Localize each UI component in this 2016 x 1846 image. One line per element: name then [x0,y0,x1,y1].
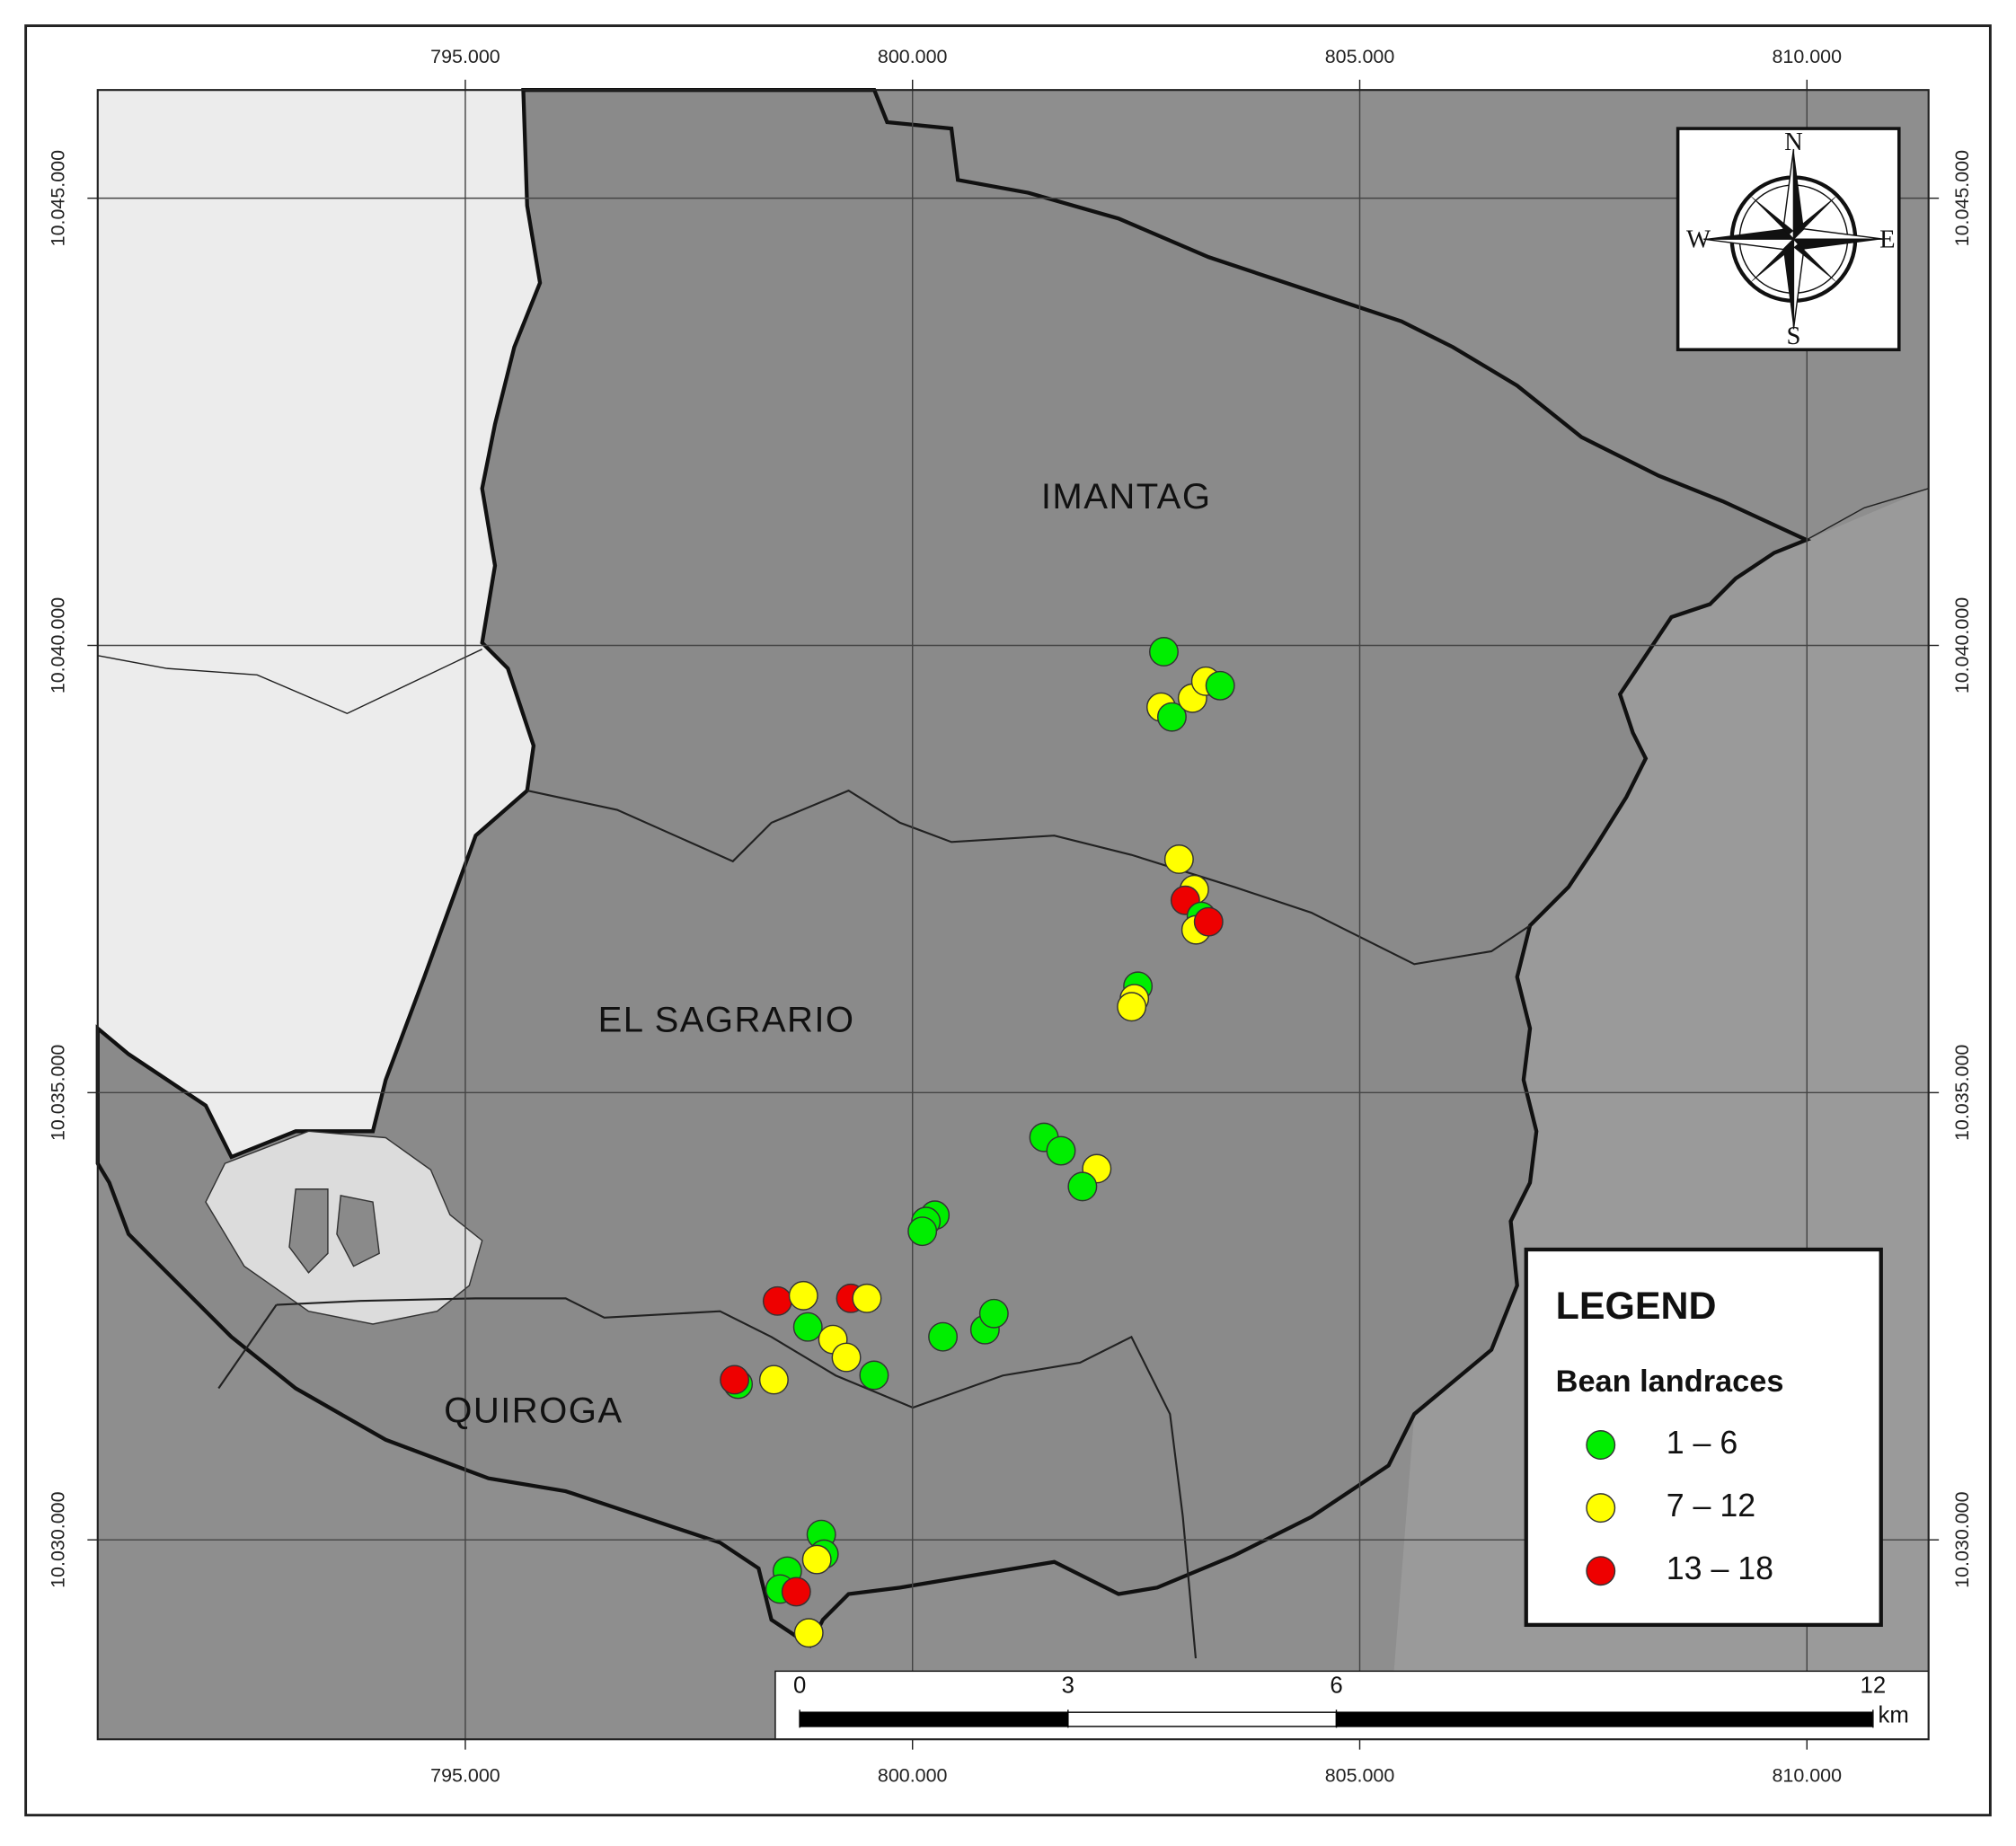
region-label: QUIROGA [444,1391,623,1430]
legend-swatch [1586,1556,1616,1586]
sample-point [801,1544,832,1575]
study-area [95,88,1812,1648]
legend-title: LEGEND [1556,1285,1717,1328]
legend-label: 13 – 18 [1667,1550,1773,1586]
compass-label: N [1784,128,1803,156]
sample-point [852,1283,882,1313]
sample-point [978,1298,1009,1329]
sample-point [1046,1135,1076,1166]
y-tick-label: 10.030.000 [48,1491,69,1587]
legend-label: 7 – 12 [1667,1488,1755,1524]
sample-point [788,1280,818,1311]
x-tick-label: 795.000 [430,1764,500,1786]
scale-unit: km [1879,1702,1909,1727]
y-tick-label: 10.035.000 [48,1045,69,1141]
legend: LEGEND Bean landraces 1 – 6 7 – 12 13 – 18 [1524,1247,1883,1628]
scale-bar: 0 3 6 12 km [774,1670,1930,1740]
scale-label: 3 [1062,1673,1074,1698]
map-frame: IMANTAG EL SAGRARIO QUIROGA N S E W LEGE… [87,79,1940,1750]
sample-point [758,1365,789,1395]
x-tick-label: 810.000 [1773,46,1843,67]
scale-label: 6 [1330,1673,1342,1698]
frame-border [96,89,1930,1741]
x-tick-label: 805.000 [1325,1764,1395,1786]
sample-point [907,1216,938,1247]
boundaries [97,488,1929,1659]
legend-swatch [1586,1493,1616,1524]
sample-point [1205,670,1235,701]
sample-point [1149,637,1179,667]
compass-label: S [1786,322,1800,350]
legend-box [1524,1247,1883,1628]
x-tick-label: 800.000 [878,1764,948,1786]
boundary [1806,488,1929,541]
scale-segment [1067,1711,1338,1727]
sample-point [1117,992,1147,1022]
legend-swatch [1586,1430,1616,1460]
y-tick-label: 10.035.000 [1951,1045,1973,1141]
x-tick-label: 800.000 [878,46,948,67]
x-tick-label: 810.000 [1773,1764,1843,1786]
compass-label: E [1879,225,1895,254]
legend-items: 1 – 6 7 – 12 13 – 18 [1586,1425,1773,1586]
boundary [526,789,1531,966]
y-tick-label: 10.045.000 [1951,150,1973,246]
compass: N S E W [1676,127,1901,352]
x-tick-label: 795.000 [430,46,500,67]
sample-point [793,1618,824,1648]
compass-star [1748,194,1839,285]
sample-point [762,1285,792,1316]
region-label: IMANTAG [1041,477,1212,517]
sample-point [1193,906,1224,937]
y-tick-label: 10.040.000 [1951,597,1973,693]
scale-bar-box [774,1670,1930,1740]
island [288,1188,380,1274]
sample-point [859,1360,889,1391]
compass-label: W [1686,225,1711,254]
region-label: EL SAGRARIO [598,1000,855,1039]
boundary [276,1297,1198,1659]
y-tick-label: 10.040.000 [48,597,69,693]
boundary [217,1303,278,1390]
sample-point [792,1312,823,1342]
scale-segment [799,1711,1069,1727]
scale-label: 12 [1861,1673,1887,1698]
y-tick-label: 10.030.000 [1951,1491,1973,1587]
x-tick-label: 805.000 [1325,46,1395,67]
sample-point [720,1365,750,1395]
outside-area [97,90,541,1157]
sample-point [928,1321,959,1352]
sample-point [1163,844,1194,874]
sample-point [831,1342,862,1373]
y-tick-label: 10.045.000 [48,150,69,246]
sample-point [1067,1171,1098,1202]
sample-point [1156,702,1187,732]
boundary [97,649,482,715]
scale-segment [1335,1711,1874,1727]
points [720,637,1235,1648]
legend-label: 1 – 6 [1667,1425,1738,1461]
scale-label: 0 [793,1673,806,1698]
legend-subtitle: Bean landraces [1556,1365,1784,1399]
sample-point [781,1577,811,1607]
